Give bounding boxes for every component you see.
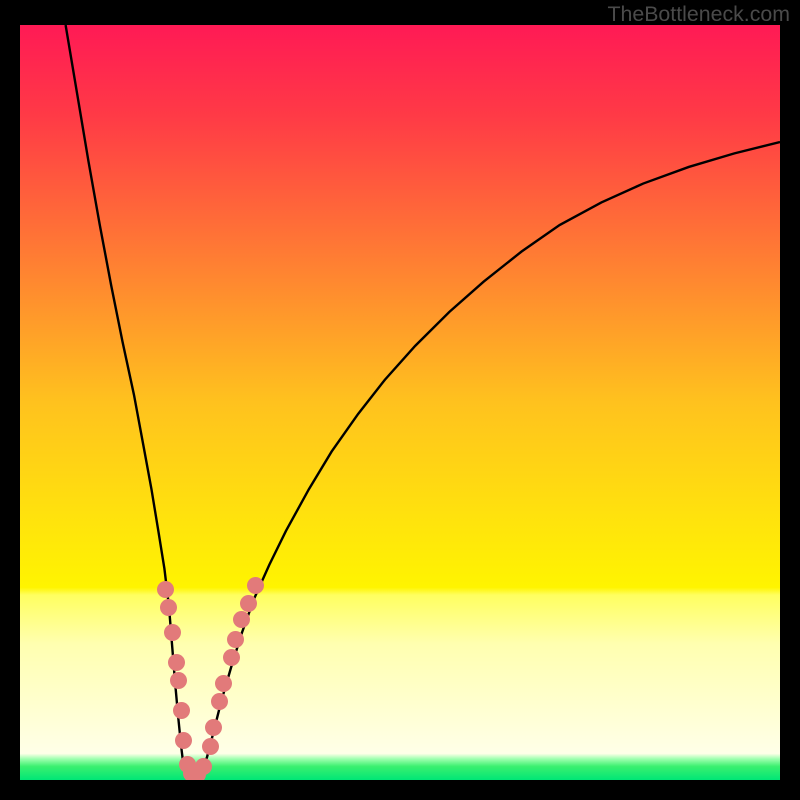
plot-area — [20, 25, 780, 780]
data-point — [240, 595, 257, 612]
data-point — [247, 577, 264, 594]
data-point — [215, 675, 232, 692]
chart-frame: TheBottleneck.com — [0, 0, 800, 800]
data-point — [170, 672, 187, 689]
data-point — [227, 631, 244, 648]
data-point — [195, 758, 212, 775]
data-point — [233, 611, 250, 628]
watermark-text: TheBottleneck.com — [607, 2, 790, 27]
data-point — [160, 599, 177, 616]
data-point — [175, 732, 192, 749]
data-point — [211, 693, 228, 710]
dots-layer — [20, 25, 780, 780]
data-point — [223, 649, 240, 666]
data-point — [205, 719, 222, 736]
data-point — [202, 738, 219, 755]
data-point — [168, 654, 185, 671]
data-point — [164, 624, 181, 641]
data-point — [157, 581, 174, 598]
data-point — [173, 702, 190, 719]
